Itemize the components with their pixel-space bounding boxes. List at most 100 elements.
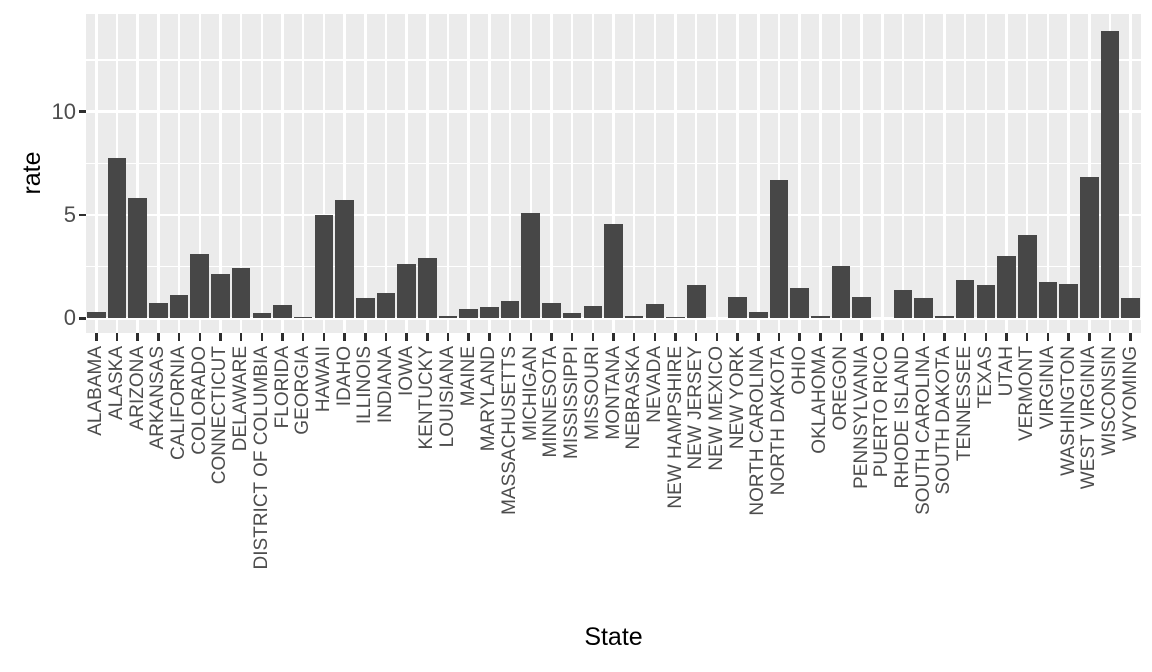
bar-texas bbox=[976, 284, 996, 319]
x-tick-mark bbox=[260, 333, 264, 341]
y-tick-label-5: 5 bbox=[63, 202, 76, 227]
major-gridline-x bbox=[612, 14, 615, 333]
major-gridline-x bbox=[95, 14, 98, 333]
major-gridline-x bbox=[467, 14, 470, 333]
x-label-california: CALIFORNIA bbox=[168, 346, 190, 461]
x-tick-mark bbox=[157, 333, 160, 341]
x-tick-mark bbox=[757, 333, 760, 341]
x-label-pennsylvania: PENNSYLVANIA bbox=[850, 346, 872, 489]
bar-maine bbox=[459, 309, 478, 319]
bar-north-dakota bbox=[769, 179, 789, 319]
bar-ohio bbox=[790, 288, 809, 319]
bar-tennessee bbox=[955, 280, 975, 319]
x-tick-mark bbox=[1046, 333, 1050, 341]
x-label-west-virginia: WEST VIRGINIA bbox=[1078, 346, 1100, 490]
major-gridline-x bbox=[881, 14, 884, 333]
bar-maryland bbox=[480, 306, 499, 319]
x-tick-mark bbox=[694, 333, 698, 341]
x-tick-mark bbox=[529, 333, 532, 341]
x-tick-mark bbox=[736, 333, 739, 341]
x-tick-mark bbox=[136, 333, 139, 341]
bar-nebraska bbox=[624, 315, 644, 319]
x-tick-mark bbox=[798, 333, 801, 341]
x-label-montana: MONTANA bbox=[602, 346, 624, 440]
bar-new-jersey bbox=[686, 285, 706, 319]
x-label-michigan: MICHIGAN bbox=[519, 346, 541, 441]
x-label-vermont: VERMONT bbox=[1016, 346, 1038, 441]
x-tick-mark bbox=[488, 333, 491, 341]
bar-oregon bbox=[831, 265, 851, 319]
y-tick-mark bbox=[79, 317, 86, 320]
bar-arizona bbox=[128, 198, 147, 319]
x-tick-mark bbox=[591, 333, 595, 341]
major-gridline-x bbox=[301, 14, 305, 333]
x-label-ohio: OHIO bbox=[788, 346, 810, 395]
x-tick-mark bbox=[364, 333, 367, 341]
x-tick-mark bbox=[384, 333, 388, 341]
x-label-iowa: IOWA bbox=[395, 346, 417, 396]
x-tick-mark bbox=[922, 333, 926, 341]
major-gridline-x bbox=[819, 14, 822, 333]
bar-wyoming bbox=[1121, 298, 1140, 319]
bar-florida bbox=[273, 304, 292, 319]
x-label-north-dakota: NORTH DAKOTA bbox=[767, 346, 789, 496]
plot-panel bbox=[86, 14, 1141, 333]
major-gridline-x bbox=[736, 14, 739, 333]
bar-connecticut bbox=[211, 273, 230, 319]
bar-minnesota bbox=[542, 303, 561, 319]
major-gridline-x bbox=[943, 14, 946, 333]
major-gridline-x bbox=[426, 14, 429, 333]
major-gridline-x bbox=[653, 14, 657, 333]
major-gridline-x bbox=[550, 14, 553, 333]
x-tick-mark bbox=[446, 333, 450, 341]
bar-louisiana bbox=[438, 316, 458, 319]
major-gridline-x bbox=[446, 14, 450, 333]
major-gridline-x bbox=[1005, 14, 1008, 333]
x-tick-mark bbox=[239, 333, 243, 341]
y-tick-mark bbox=[79, 213, 86, 217]
bar-north-carolina bbox=[749, 312, 768, 319]
x-tick-mark bbox=[570, 333, 574, 341]
major-gridline-x bbox=[632, 14, 636, 333]
x-label-south-carolina: SOUTH CAROLINA bbox=[912, 346, 934, 515]
major-gridline-x bbox=[1088, 14, 1091, 333]
x-tick-mark bbox=[508, 333, 512, 341]
x-tick-mark bbox=[1088, 333, 1091, 341]
x-tick-mark bbox=[405, 333, 408, 341]
major-gridline-x bbox=[364, 14, 367, 333]
bar-montana bbox=[604, 224, 623, 319]
bar-arkansas bbox=[149, 302, 168, 319]
bar-idaho bbox=[335, 199, 354, 319]
x-label-alabama: ALABAMA bbox=[85, 346, 107, 436]
major-gridline-x bbox=[839, 14, 843, 333]
x-label-missouri: MISSOURI bbox=[581, 346, 603, 440]
major-gridline-x bbox=[488, 14, 491, 333]
x-label-texas: TEXAS bbox=[974, 346, 996, 409]
major-gridline-x bbox=[384, 14, 388, 333]
x-label-virginia: VIRGINIA bbox=[1036, 346, 1058, 430]
x-tick-mark bbox=[860, 333, 863, 341]
x-tick-mark bbox=[1067, 333, 1070, 341]
x-label-arizona: ARIZONA bbox=[126, 346, 148, 431]
x-tick-mark bbox=[715, 333, 719, 341]
major-gridline-x bbox=[694, 14, 698, 333]
x-label-idaho: IDAHO bbox=[333, 346, 355, 407]
x-label-florida: FLORIDA bbox=[271, 346, 293, 429]
x-label-georgia: GEORGIA bbox=[292, 346, 314, 435]
major-gridline-x bbox=[901, 14, 905, 333]
bar-rhode-island bbox=[893, 290, 913, 319]
major-gridline-x bbox=[1025, 14, 1029, 333]
x-label-puerto-rico: PUERTO RICO bbox=[871, 346, 893, 478]
x-tick-mark bbox=[901, 333, 905, 341]
major-gridline-x bbox=[260, 14, 264, 333]
bar-utah bbox=[997, 256, 1016, 319]
x-tick-mark bbox=[177, 333, 181, 341]
x-tick-mark bbox=[281, 333, 284, 341]
bar-south-dakota bbox=[935, 316, 954, 319]
major-gridline-x bbox=[405, 14, 408, 333]
x-label-wyoming: WYOMING bbox=[1119, 346, 1141, 441]
bar-south-carolina bbox=[914, 298, 934, 319]
major-gridline-x bbox=[674, 14, 677, 333]
major-gridline-x bbox=[136, 14, 139, 333]
